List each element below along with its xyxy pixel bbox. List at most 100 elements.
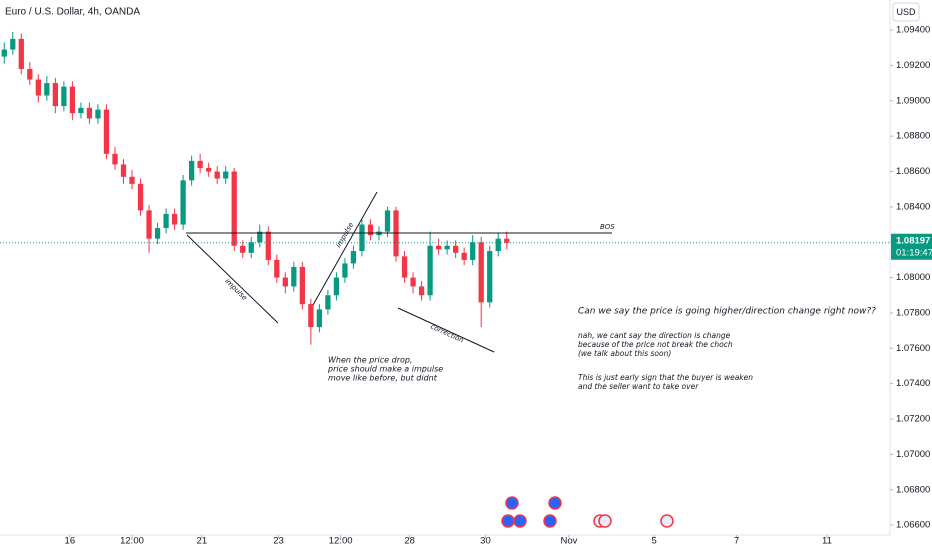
y-tick-label: 1.06800 [896, 484, 930, 495]
candle-body [265, 231, 271, 260]
candle-body [171, 213, 178, 225]
currency-button[interactable] [892, 2, 920, 22]
candle-body [291, 266, 297, 287]
x-tick-label: 23 [273, 536, 284, 547]
candle-body [154, 228, 161, 239]
plot [0, 31, 890, 345]
candle-body [487, 251, 493, 303]
impulse-up-line [312, 191, 378, 306]
candle-body [478, 242, 484, 303]
countdown-label: 01:19:47 [896, 247, 932, 258]
candle-body [103, 109, 110, 154]
candle-body [18, 38, 24, 69]
x-tick-label: 16 [65, 536, 76, 547]
candle-body [61, 86, 67, 107]
y-tick-label: 1.07000 [896, 449, 930, 460]
y-tick-label: 1.08600 [896, 166, 930, 177]
candle-body [197, 160, 203, 168]
candle-body [10, 38, 16, 50]
candle-body [27, 68, 33, 80]
correction-line [397, 307, 495, 353]
x-tick-label: 12:00 [329, 536, 353, 547]
candle-body [52, 83, 58, 107]
note-line: move like before, but didnt [328, 374, 438, 383]
candle-body [325, 295, 331, 310]
x-tick-label: 11 [822, 536, 832, 547]
candle-body [401, 256, 408, 278]
candle-body [308, 304, 314, 328]
candle-body [418, 286, 425, 296]
question: Can we say the price is going higher/dir… [578, 307, 876, 317]
candle-body [274, 259, 280, 278]
note-line: This is just early sign that the buyer i… [578, 373, 753, 382]
candle-body [495, 238, 501, 252]
candle-body [350, 251, 357, 264]
y-tick-label: 1.08800 [896, 131, 930, 142]
candle-body [137, 183, 144, 211]
x-tick-label: 21 [197, 536, 208, 547]
candle-body [299, 266, 305, 305]
candle-body [112, 153, 118, 165]
event-icon[interactable] [548, 496, 562, 510]
x-tick-label: 5 [651, 536, 656, 547]
note-line: and the seller want to take over [578, 382, 699, 391]
event-icon[interactable] [513, 514, 527, 528]
y-tick-label: 1.07800 [896, 307, 930, 318]
candle-body [282, 277, 288, 287]
candle-body [35, 79, 41, 96]
candle-body [504, 238, 510, 243]
x-tick-label: 7 [734, 536, 739, 547]
candle-body [444, 245, 450, 250]
candle-body [342, 263, 348, 278]
currency-label[interactable]: USD [896, 7, 916, 17]
candle-body [427, 245, 433, 296]
chart-title: Euro / U.S. Dollar, 4h, OANDA [5, 7, 140, 18]
y-tick-label: 1.07400 [896, 378, 930, 389]
candle-body [206, 167, 212, 172]
candle-body [129, 176, 135, 184]
candle-body [248, 242, 254, 253]
event-icon[interactable] [543, 514, 557, 528]
candle-body [461, 252, 467, 260]
note-line: price should make a impulse [327, 365, 443, 374]
candle-body [44, 83, 50, 96]
event-icon[interactable] [598, 514, 612, 528]
candle-body [78, 107, 84, 114]
candle-body [257, 231, 263, 243]
x-tick-label: 28 [404, 536, 415, 547]
y-tick-label: 1.09000 [896, 95, 930, 106]
note-line: When the price drop, [328, 356, 413, 365]
candle-body [69, 86, 76, 114]
candle-body [163, 213, 169, 229]
event-icon[interactable] [505, 496, 519, 510]
event-icon[interactable] [660, 514, 674, 528]
candle-body [180, 180, 186, 225]
candle-body [86, 107, 93, 119]
x-tick-label: 30 [480, 536, 491, 547]
y-tick-label: 1.09200 [896, 60, 930, 71]
candle-body [384, 210, 391, 232]
drawings [186, 191, 612, 353]
y-tick-label: 1.07600 [896, 343, 930, 354]
event-icons[interactable] [501, 496, 674, 528]
candle-body [453, 245, 459, 253]
last-price-box [891, 233, 932, 260]
y-tick-label: 1.06600 [896, 520, 930, 531]
note-line: because of the price not break the choch [578, 340, 733, 349]
candle-body [316, 309, 323, 328]
event-icon[interactable] [501, 514, 515, 528]
candle-body [120, 164, 127, 177]
note-line: nah, we cant say the direction is change [578, 331, 731, 340]
candle-body [223, 171, 229, 179]
x-tick-label: Nov [560, 536, 577, 547]
candle-body [188, 160, 195, 181]
bos-label: BOS [600, 223, 615, 231]
candle-body [435, 245, 442, 250]
candle-body [231, 171, 237, 246]
candle-body [359, 224, 365, 252]
candle-body [1, 49, 7, 57]
y-tick-label: 1.08400 [896, 201, 930, 212]
y-tick-label: 1.08000 [896, 272, 930, 283]
